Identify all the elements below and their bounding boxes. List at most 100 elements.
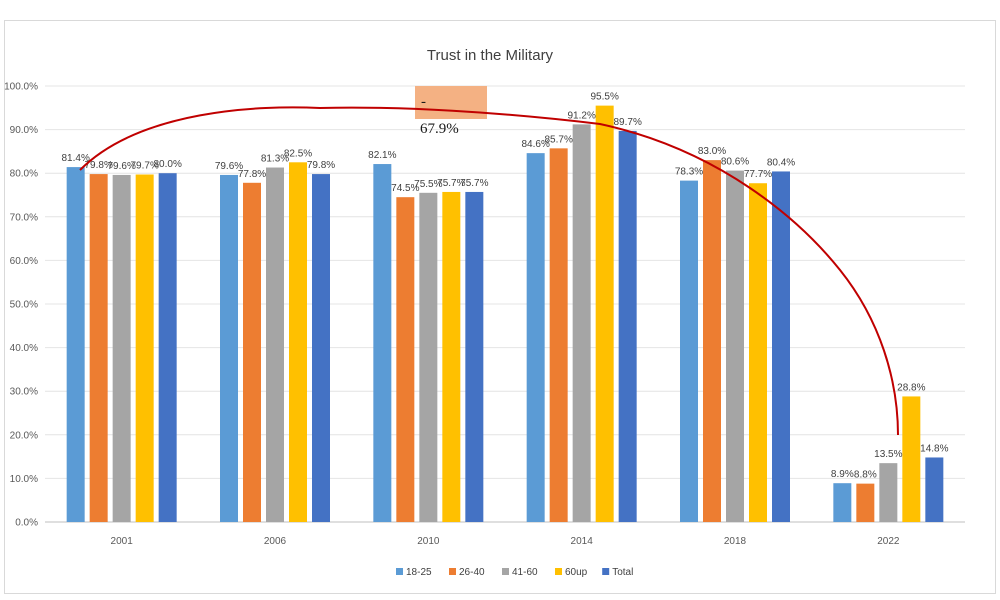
data-label: 75.7% (460, 178, 488, 189)
data-label: 80.0% (153, 159, 181, 170)
data-label: 83.0% (698, 146, 726, 157)
data-label: 75.7% (437, 178, 465, 189)
data-label: 82.1% (368, 150, 396, 161)
bars (66, 105, 944, 523)
bar-18-25-2014 (526, 153, 545, 523)
data-label: 84.6% (521, 139, 549, 150)
annotation-box (415, 86, 487, 119)
bar-60up-2014 (595, 105, 614, 523)
y-tick-label: 20.0% (10, 430, 38, 441)
data-label: 75.5% (414, 179, 442, 190)
data-label: 80.4% (767, 157, 795, 168)
bar-41-60-2014 (572, 124, 591, 523)
bar-41-60-2001 (112, 174, 131, 522)
y-tick-label: 40.0% (10, 343, 38, 354)
y-tick-label: 90.0% (10, 125, 38, 136)
x-tick-label: 2006 (264, 536, 287, 547)
x-axis-ticks: 2001 2006 2010 2014 2018 2022 (111, 536, 900, 547)
data-label: 80.6% (721, 157, 749, 168)
y-tick-label: 70.0% (10, 212, 38, 223)
data-label: 77.8% (238, 169, 266, 180)
data-labels: 81.4%79.8%79.6%79.7%80.0% 79.6%77.8%81.3%… (61, 92, 948, 481)
bar-60up-2006 (289, 162, 307, 523)
bar-18-25-2022 (833, 483, 852, 522)
bar-60up-2018 (749, 183, 767, 522)
bar-26-40-2014 (549, 148, 568, 522)
legend-swatch (396, 568, 403, 575)
bar-18-25-2010 (373, 164, 392, 522)
y-tick-label: 30.0% (10, 387, 38, 398)
data-label: 91.2% (567, 110, 595, 121)
data-label: 74.5% (391, 183, 419, 194)
bar-60up-2001 (135, 174, 154, 522)
y-tick-label: 0.0% (15, 518, 38, 529)
bar-Total-2014 (618, 130, 637, 522)
data-label: 77.7% (744, 169, 772, 180)
bar-26-40-2006 (243, 182, 261, 523)
decline-trend-curve (79, 106, 899, 436)
x-tick-label: 2014 (571, 536, 594, 547)
y-tick-label: 80.0% (10, 169, 38, 180)
data-label: 81.4% (61, 153, 89, 164)
bar-41-60-2010 (419, 192, 438, 522)
legend: 18-25 26-40 41-60 60up Total (396, 567, 633, 578)
y-tick-label: 10.0% (10, 474, 38, 485)
legend-label: 41-60 (512, 567, 538, 578)
legend-label: Total (612, 567, 633, 578)
bar-26-40-2010 (396, 197, 415, 522)
bar-Total-2022 (925, 457, 944, 522)
bar-60up-2010 (442, 191, 461, 522)
bar-26-40-2022 (856, 483, 875, 522)
x-tick-label: 2010 (417, 536, 440, 547)
bar-41-60-2022 (879, 463, 898, 522)
data-label: 81.3% (261, 154, 289, 165)
data-label: 13.5% (874, 449, 902, 460)
y-tick-label: 60.0% (10, 256, 38, 267)
bar-26-40-2001 (89, 174, 108, 522)
data-label: 79.8% (84, 160, 112, 171)
data-label: 79.6% (215, 161, 243, 172)
data-label: 85.7% (544, 134, 572, 145)
annotation-value: 67.9% (420, 121, 459, 137)
data-label: 82.5% (284, 148, 312, 159)
bar-41-60-2006 (266, 167, 284, 523)
annotation: - 67.9% (79, 86, 899, 436)
chart-title: Trust in the Military (427, 47, 554, 64)
bar-41-60-2018 (726, 170, 744, 523)
x-tick-label: 2018 (724, 536, 747, 547)
bar-Total-2006 (312, 174, 330, 522)
legend-swatch (502, 568, 509, 575)
bar-18-25-2006 (220, 174, 238, 522)
bar-60up-2022 (902, 396, 921, 522)
annotation-dash: - (421, 94, 426, 110)
legend-swatch (449, 568, 456, 575)
bar-Total-2018 (772, 171, 790, 522)
data-label: 8.8% (854, 470, 877, 481)
data-label: 79.8% (307, 160, 335, 171)
gridlines (45, 85, 965, 523)
legend-label: 26-40 (459, 567, 485, 578)
legend-swatch (555, 568, 562, 575)
bar-Total-2010 (465, 191, 484, 522)
data-label: 79.6% (107, 161, 135, 172)
data-label: 78.3% (675, 167, 703, 178)
data-label: 28.8% (897, 382, 925, 393)
x-tick-label: 2001 (111, 536, 134, 547)
y-tick-label: 50.0% (10, 300, 38, 311)
bar-18-25-2001 (66, 167, 85, 522)
y-tick-label: 100.0% (4, 82, 38, 93)
data-label: 8.9% (831, 469, 854, 480)
y-axis-ticks: 0.0% 10.0% 20.0% 30.0% 40.0% 50.0% 60.0% 70.0% 8… (4, 82, 38, 529)
legend-label: 60up (565, 567, 588, 578)
data-label: 79.7% (130, 161, 158, 172)
x-tick-label: 2022 (877, 536, 900, 547)
legend-label: 18-25 (406, 567, 432, 578)
legend-swatch (602, 568, 610, 575)
bar-18-25-2018 (680, 180, 698, 522)
bar-26-40-2018 (703, 160, 721, 522)
data-label: 14.8% (920, 443, 948, 454)
data-label: 89.7% (613, 117, 641, 128)
bar-Total-2001 (158, 173, 177, 522)
data-label: 95.5% (590, 92, 618, 103)
